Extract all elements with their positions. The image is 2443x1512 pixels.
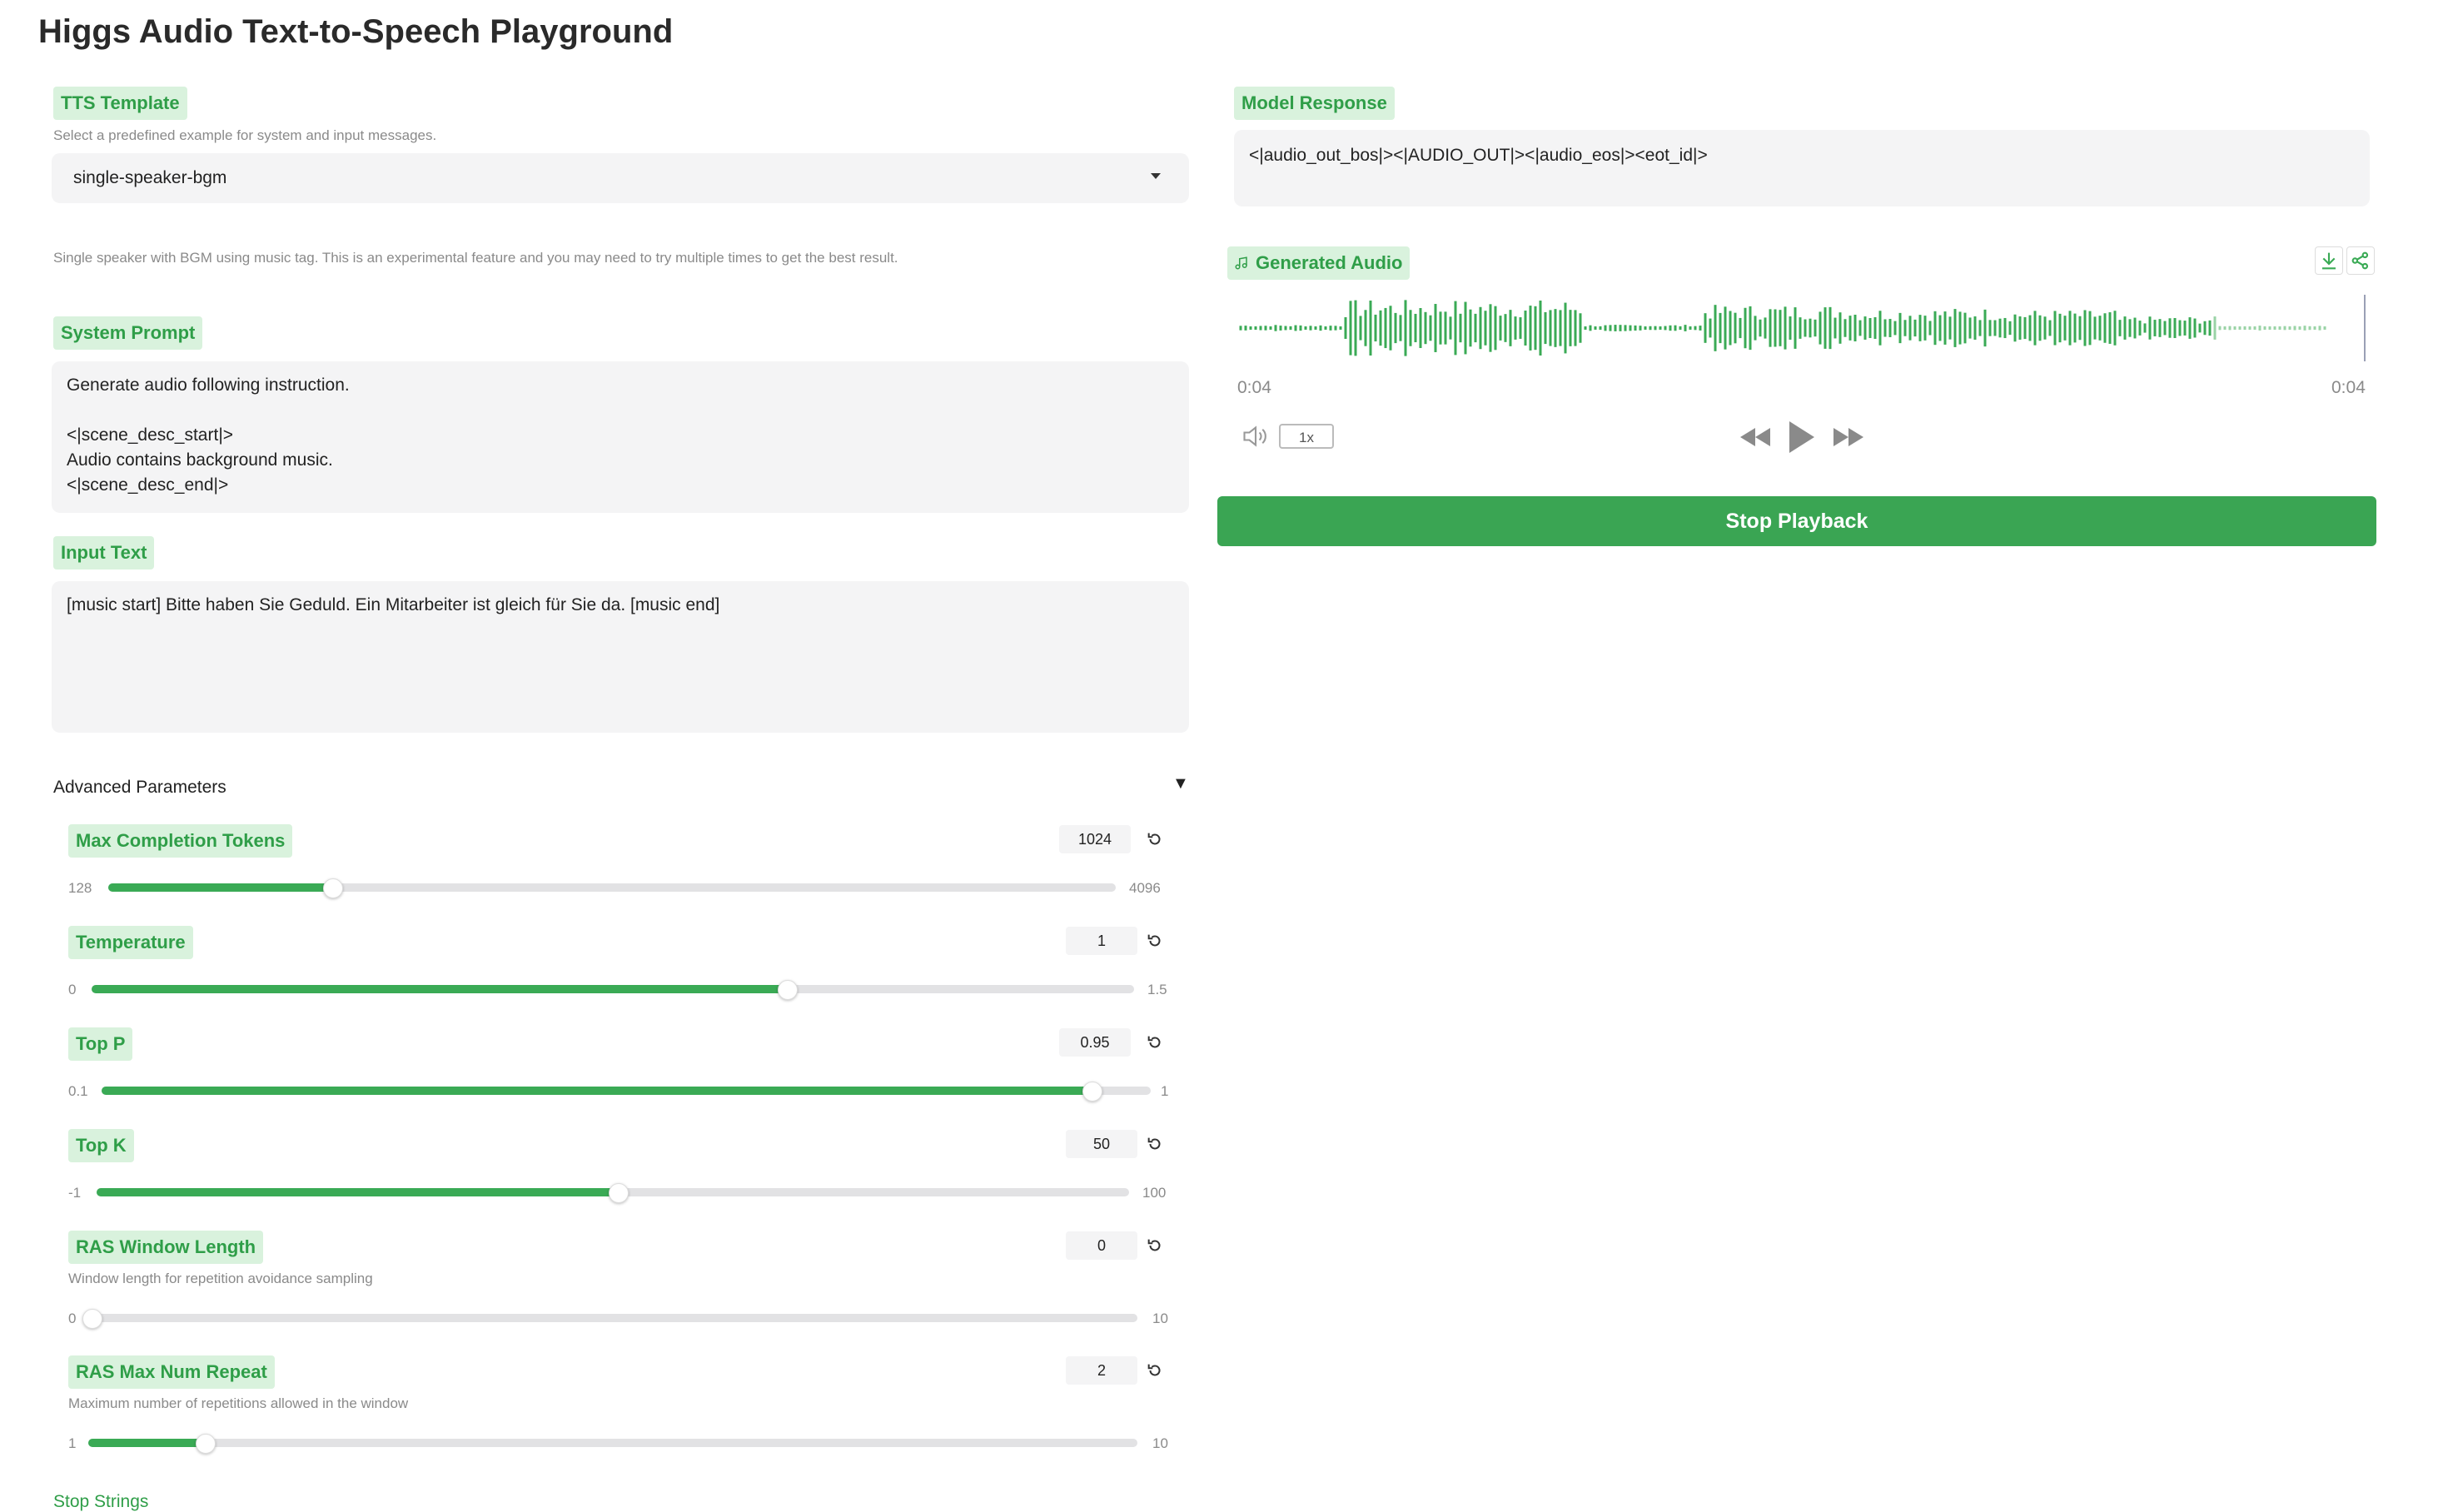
slider-max-label: 10 <box>1152 1311 1168 1326</box>
reset-icon[interactable] <box>1146 932 1164 950</box>
audio-waveform[interactable] <box>1236 288 2376 368</box>
max-completion-tokens-input[interactable]: 1024 <box>1059 825 1131 853</box>
model-response-box[interactable]: <|audio_out_bos|><|AUDIO_OUT|><|audio_eo… <box>1234 130 2370 206</box>
slider-min-label: 0 <box>68 1311 77 1326</box>
music-icon <box>1235 256 1247 270</box>
tts-template-description: Single speaker with BGM using music tag.… <box>53 250 898 266</box>
slider-track[interactable] <box>108 883 1116 892</box>
slider-track[interactable] <box>88 1439 1137 1447</box>
slider-thumb[interactable] <box>195 1434 216 1454</box>
slider-track[interactable] <box>92 1314 1137 1322</box>
slider-thumb[interactable] <box>82 1309 102 1329</box>
page-title: Higgs Audio Text-to-Speech Playground <box>38 13 674 50</box>
slider-max-label: 10 <box>1152 1435 1168 1451</box>
slider-fill <box>97 1188 619 1196</box>
ras-max-num-repeat-info: Maximum number of repetitions allowed in… <box>68 1395 409 1411</box>
slider-fill <box>108 883 332 892</box>
model-response-text: <|audio_out_bos|><|AUDIO_OUT|><|audio_eo… <box>1249 146 1708 165</box>
temperature-input[interactable]: 1 <box>1066 927 1137 955</box>
slider-fill <box>88 1439 205 1447</box>
slider-min-label: -1 <box>68 1185 82 1201</box>
generated-audio-label: Generated Audio <box>1256 252 1403 273</box>
top-p-label: Top P <box>68 1027 133 1061</box>
input-text-label: Input Text <box>53 536 155 569</box>
max-completion-tokens-label: Max Completion Tokens <box>68 824 293 858</box>
slider-thumb[interactable] <box>609 1183 629 1203</box>
ras-window-length-info: Window length for repetition avoidance s… <box>68 1271 373 1286</box>
generated-audio-label-chip: Generated Audio <box>1227 246 1411 280</box>
model-response-label: Model Response <box>1234 87 1395 120</box>
play-icon[interactable] <box>1787 420 1817 455</box>
slider-fill <box>102 1087 1092 1095</box>
tts-template-label: TTS Template <box>53 87 187 120</box>
reset-icon[interactable] <box>1146 1236 1164 1255</box>
ras-window-length-label: RAS Window Length <box>68 1231 264 1264</box>
system-prompt-textarea[interactable]: Generate audio following instruction. <|… <box>52 361 1189 513</box>
audio-time-total: 0:04 <box>2331 378 2366 397</box>
top-k-input[interactable]: 50 <box>1066 1130 1137 1158</box>
slider-max-label: 1 <box>1161 1083 1169 1099</box>
ras-max-num-repeat-input[interactable]: 2 <box>1066 1356 1137 1385</box>
input-text-value: [music start] Bitte haben Sie Geduld. Ei… <box>67 595 720 614</box>
slider-min-label: 128 <box>68 880 92 896</box>
top-k-label: Top K <box>68 1129 134 1162</box>
slider-track[interactable] <box>92 985 1134 993</box>
chevron-down-icon <box>1151 173 1161 179</box>
slider-fill <box>92 985 788 993</box>
audio-time-current: 0:04 <box>1237 378 1271 397</box>
ras-max-num-repeat-label: RAS Max Num Repeat <box>68 1355 275 1389</box>
accordion-toggle-icon[interactable]: ▼ <box>1172 774 1189 793</box>
download-icon <box>2322 252 2336 270</box>
tts-template-value: single-speaker-bgm <box>73 168 227 187</box>
temperature-label: Temperature <box>68 926 193 959</box>
advanced-parameters-header[interactable]: Advanced Parameters <box>53 778 226 797</box>
fast-forward-icon[interactable] <box>1830 425 1867 450</box>
share-button[interactable] <box>2346 246 2375 275</box>
slider-max-label: 100 <box>1142 1185 1167 1201</box>
stop-playback-button[interactable]: Stop Playback <box>1217 496 2376 546</box>
slider-thumb[interactable] <box>1082 1082 1103 1102</box>
slider-max-label: 4096 <box>1129 880 1161 896</box>
slider-thumb[interactable] <box>322 878 343 898</box>
input-text-textarea[interactable]: [music start] Bitte haben Sie Geduld. Ei… <box>52 581 1189 733</box>
share-icon <box>2351 251 2369 270</box>
tts-template-info: Select a predefined example for system a… <box>53 127 437 143</box>
reset-icon[interactable] <box>1146 830 1164 848</box>
stop-strings-label: Stop Strings <box>53 1492 149 1511</box>
reset-icon[interactable] <box>1146 1135 1164 1153</box>
slider-min-label: 0.1 <box>68 1083 88 1099</box>
download-button[interactable] <box>2315 246 2343 275</box>
tts-template-dropdown[interactable]: single-speaker-bgm <box>52 153 1189 203</box>
slider-min-label: 1 <box>68 1435 77 1451</box>
system-prompt-text: Generate audio following instruction. <|… <box>67 376 350 495</box>
rewind-icon[interactable] <box>1737 425 1774 450</box>
volume-icon[interactable] <box>1241 421 1271 451</box>
reset-icon[interactable] <box>1146 1361 1164 1380</box>
playback-speed-button[interactable]: 1x <box>1279 424 1334 449</box>
slider-max-label: 1.5 <box>1147 982 1167 997</box>
system-prompt-label: System Prompt <box>53 316 203 350</box>
slider-thumb[interactable] <box>778 980 799 1000</box>
reset-icon[interactable] <box>1146 1033 1164 1052</box>
slider-track[interactable] <box>102 1087 1151 1095</box>
slider-min-label: 0 <box>68 982 77 997</box>
ras-window-length-input[interactable]: 0 <box>1066 1231 1137 1260</box>
top-p-input[interactable]: 0.95 <box>1059 1028 1131 1057</box>
